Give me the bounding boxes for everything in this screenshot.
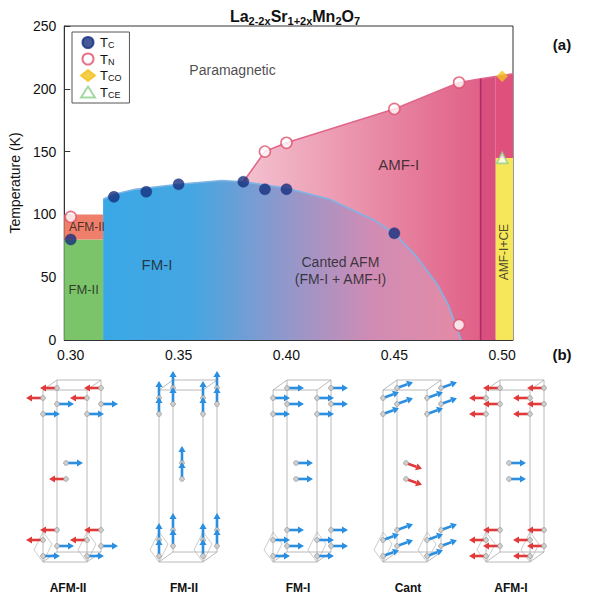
svg-text:Canted AFM: Canted AFM <box>301 254 379 270</box>
svg-text:FM-I: FM-I <box>286 581 311 595</box>
svg-text:Mn: Mn <box>312 8 335 25</box>
svg-text:FM-II: FM-II <box>170 581 198 595</box>
svg-text:2: 2 <box>335 14 342 27</box>
svg-text:AFM-II: AFM-II <box>50 581 87 595</box>
svg-text:La: La <box>230 8 249 25</box>
svg-text:0.50: 0.50 <box>489 347 516 363</box>
svg-text:AMF-I: AMF-I <box>378 156 419 173</box>
svg-text:1+2x: 1+2x <box>288 15 314 27</box>
svg-text:AFM-II: AFM-II <box>69 220 105 234</box>
svg-text:50: 50 <box>41 269 57 285</box>
svg-text:200: 200 <box>33 81 57 97</box>
svg-text:Temperature (K): Temperature (K) <box>7 132 23 233</box>
svg-text:Cant: Cant <box>395 581 422 595</box>
svg-text:FM-I: FM-I <box>142 256 173 273</box>
svg-text:N: N <box>108 57 115 67</box>
svg-text:T: T <box>100 85 108 100</box>
svg-text:100: 100 <box>33 206 57 222</box>
svg-text:0.45: 0.45 <box>381 347 408 363</box>
svg-text:T: T <box>100 68 108 83</box>
svg-text:T: T <box>100 35 108 50</box>
svg-text:AFM-I: AFM-I <box>494 581 527 595</box>
svg-text:0.30: 0.30 <box>57 347 84 363</box>
svg-text:Paramagnetic: Paramagnetic <box>189 62 275 78</box>
svg-text:CE: CE <box>108 90 121 100</box>
svg-text:250: 250 <box>33 18 57 34</box>
svg-text:2-2x: 2-2x <box>249 15 272 27</box>
svg-text:FM-II: FM-II <box>69 282 99 297</box>
svg-text:O: O <box>342 8 354 25</box>
svg-text:0.40: 0.40 <box>273 347 300 363</box>
svg-text:(b): (b) <box>552 346 571 363</box>
svg-text:AMF-I+CE: AMF-I+CE <box>497 224 511 280</box>
svg-text:(FM-I + AMF-I): (FM-I + AMF-I) <box>295 271 386 287</box>
svg-text:CO: CO <box>108 73 122 83</box>
svg-text:7: 7 <box>354 15 360 27</box>
svg-text:150: 150 <box>33 144 57 160</box>
svg-text:(a): (a) <box>553 36 571 53</box>
svg-text:C: C <box>108 40 115 50</box>
svg-text:T: T <box>100 52 108 67</box>
svg-text:0: 0 <box>48 332 56 348</box>
svg-text:0.35: 0.35 <box>165 347 192 363</box>
svg-text:Sr: Sr <box>271 8 288 25</box>
